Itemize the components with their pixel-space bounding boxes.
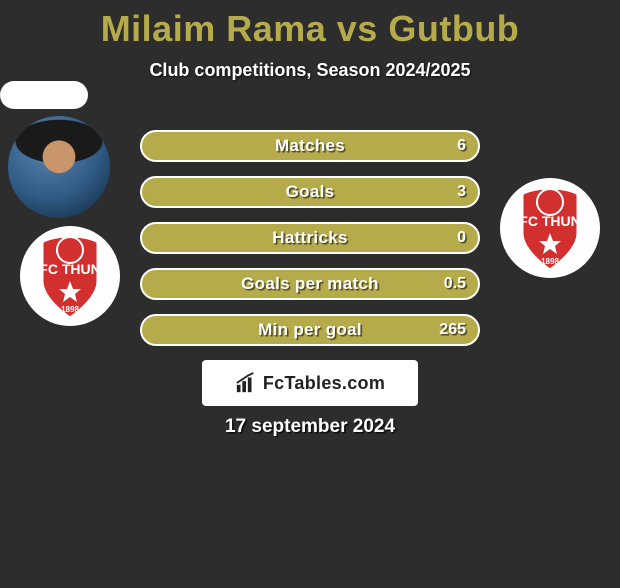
snapshot-date: 17 september 2024 [0,416,620,438]
player1-club-badge: FC THUN 1898 [20,226,120,326]
player2-club-badge: FC THUN 1898 [500,178,600,278]
stat-label: Min per goal [258,320,362,340]
club-name: FC THUN [39,261,100,277]
subtitle: Club competitions, Season 2024/2025 [0,60,620,81]
stats-panel: Matches 6 Goals 3 Hattricks 0 Goals per match 0… [140,130,480,360]
vs-separator: vs [337,8,378,49]
club-year: 1898 [541,257,559,266]
player1-name: Milaim Rama [101,8,327,49]
player1-avatar [8,116,110,218]
stat-value-right: 3 [457,183,466,201]
stat-row: Matches 6 [140,130,480,162]
brand-text: FcTables.com [263,373,385,394]
stat-label: Goals per match [241,274,379,294]
stat-row: Goals 3 [140,176,480,208]
stat-value-right: 0.5 [444,275,466,293]
comparison-title: Milaim Rama vs Gutbub [0,8,620,50]
stat-label: Hattricks [272,228,347,248]
club-year: 1898 [61,305,79,314]
stat-row: Min per goal 265 [140,314,480,346]
stat-value-right: 265 [439,321,466,339]
stat-label: Goals [286,182,335,202]
stat-value-right: 6 [457,137,466,155]
stat-value-right: 0 [457,229,466,247]
stat-row: Hattricks 0 [140,222,480,254]
player2-avatar [0,81,88,109]
stat-row: Goals per match 0.5 [140,268,480,300]
club-badge-icon: FC THUN 1898 [500,178,600,278]
stat-label: Matches [275,136,345,156]
brand-badge[interactable]: FcTables.com [202,360,418,406]
club-badge-icon: FC THUN 1898 [20,226,120,326]
chart-icon [235,372,257,394]
player2-name: Gutbub [388,8,519,49]
club-name: FC THUN [519,213,580,229]
